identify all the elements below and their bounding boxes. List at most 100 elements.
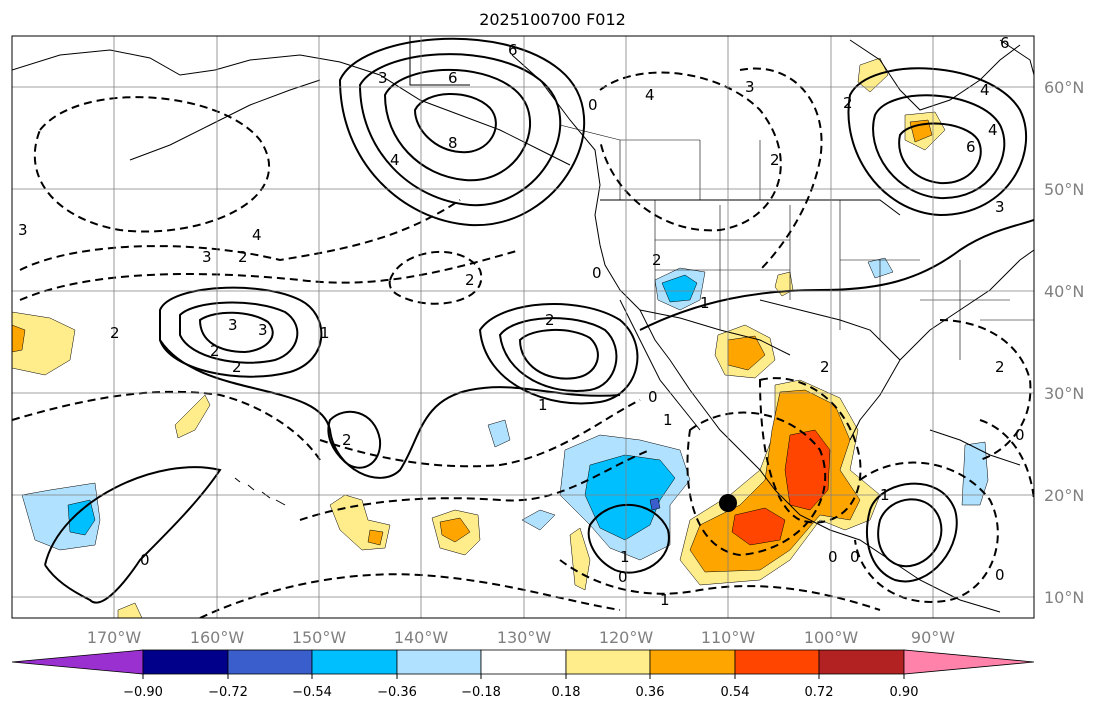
- contour-dashed-west-1: [33, 96, 270, 233]
- clabel: 1: [320, 324, 330, 342]
- map-background: [12, 36, 1034, 618]
- colorbar-bin: [734, 649, 820, 675]
- coast-baja: [619, 299, 701, 431]
- coast-gulf: [759, 299, 901, 441]
- contour-solid-pac-high-a3: [198, 311, 274, 354]
- contour-dashed-mid-1: [388, 250, 483, 305]
- clabel: 3: [258, 321, 268, 339]
- lat-tick: 10°N: [1044, 588, 1084, 607]
- shade-neg-018-pac3: [521, 509, 556, 531]
- clabel: 1: [880, 486, 890, 504]
- clabel: 0: [828, 548, 838, 566]
- shaded-anomaly-fields: [12, 57, 989, 618]
- clabel: 1: [620, 548, 630, 566]
- shade-pos-018-plains: [774, 271, 794, 297]
- lon-ticks: 170°W 160°W 150°W 140°W 130°W 120°W 110°…: [87, 628, 955, 647]
- contour-solid-canada-low-2: [872, 94, 1006, 200]
- clabel: 2: [465, 271, 475, 289]
- colorbar-label: 0.54: [721, 685, 750, 700]
- shade-pos-018-west: [12, 311, 76, 376]
- colorbar-bin: [480, 649, 567, 675]
- clabel: 1: [660, 591, 670, 609]
- contour-solid-ridge-1: [159, 339, 621, 479]
- clabel: 0: [588, 96, 598, 114]
- contour-dashed-north-1: [599, 71, 782, 232]
- clabel: 0: [995, 566, 1005, 584]
- contour-solid-alaska-low-2: [358, 53, 562, 207]
- clabel: 0: [140, 551, 150, 569]
- clabel: 3: [18, 221, 28, 239]
- lon-tick: 90°W: [911, 628, 955, 647]
- lon-tick: 130°W: [497, 628, 552, 647]
- clabel: 3: [228, 316, 238, 334]
- coast-hawaii: [234, 477, 286, 506]
- clabel: 2: [110, 324, 120, 342]
- clabel: 2: [238, 248, 248, 266]
- colorbar-bin: [142, 649, 229, 675]
- lon-tick: 160°W: [190, 628, 245, 647]
- contour-solid-alaska-low-4: [413, 93, 497, 154]
- coast-cuba: [929, 429, 1021, 466]
- contour-dashed-mid-3: [299, 449, 651, 521]
- colorbar-extend-max: [903, 649, 1035, 675]
- colorbar-label: 0.90: [890, 685, 919, 700]
- clabel: 0: [1015, 426, 1025, 444]
- border-alaska-canada: [409, 36, 470, 86]
- border-us-canada: [600, 199, 901, 216]
- contour-solid-ridge-2: [327, 410, 382, 469]
- clabel: 4: [645, 86, 655, 104]
- lat-tick: 40°N: [1044, 282, 1084, 301]
- clabel: 0: [618, 568, 628, 586]
- colorbar-label: 0.72: [805, 685, 834, 700]
- colorbar-bin: [818, 649, 905, 675]
- coast-west-na: [511, 54, 776, 491]
- clabel: 0: [850, 548, 860, 566]
- colorbar-bin: [311, 649, 398, 675]
- colorbar-label: 0.18: [552, 685, 581, 700]
- clabel: 6: [448, 69, 458, 87]
- colorbar-label: 0.36: [636, 685, 665, 700]
- clabel: 1: [700, 294, 710, 312]
- clabel: 1: [538, 396, 548, 414]
- coast-alaska: [12, 49, 571, 166]
- shade-neg-054-pac: [649, 497, 661, 511]
- contour-dashed-north-2: [739, 67, 823, 271]
- coastlines-and-borders: [12, 36, 1034, 613]
- colorbar-bin: [565, 649, 651, 675]
- contour-dashed-gulf-1: [758, 377, 862, 524]
- coast-aleutians: [129, 79, 321, 161]
- contour-solid-pac-high-b3: [518, 328, 599, 380]
- map-title: 2025100700 F012: [479, 10, 626, 29]
- clabel: 0: [648, 388, 658, 406]
- contour-solid-trough: [639, 219, 1034, 331]
- shade-neg-018-pac2: [487, 419, 511, 448]
- clabel: 2: [210, 342, 220, 360]
- contour-labels: 3 4 6 6 8 4 6 3 0 4 3 2 2 6 4 3 4 3 2 2: [18, 36, 1025, 609]
- shade-pos-018-hudson: [857, 57, 889, 93]
- colorbar: [11, 649, 1035, 675]
- contour-dashed-west-2: [19, 199, 461, 271]
- clabel: 3: [745, 78, 755, 96]
- lon-tick: 100°W: [804, 628, 859, 647]
- contour-solid-alaska-low-3: [383, 68, 532, 182]
- clabel: 1: [663, 411, 673, 429]
- lat-tick: 60°N: [1044, 78, 1084, 97]
- shade-neg-036-west: [67, 499, 96, 536]
- border-states: [654, 200, 1034, 360]
- lat-tick: 30°N: [1044, 384, 1084, 403]
- border-canada-prov: [559, 124, 761, 200]
- clabel: 3: [202, 248, 212, 266]
- clabel: 6: [966, 138, 976, 156]
- contour-solid-canada-low-3: [898, 122, 982, 185]
- contour-solid-zero-west: [44, 466, 222, 604]
- contour-solid-alaska-low-1: [338, 37, 586, 227]
- shade-pos-036-sub2: [367, 529, 384, 546]
- contour-dashed-carib-1: [854, 461, 999, 603]
- clabel: 2: [995, 358, 1005, 376]
- colorbar-label: −0.18: [461, 685, 501, 700]
- clabel: 0: [592, 264, 602, 282]
- contour-lines: [44, 37, 1034, 604]
- clabel: 2: [652, 251, 662, 269]
- lon-tick: 120°W: [599, 628, 654, 647]
- contour-dashed-east-1: [939, 319, 1032, 461]
